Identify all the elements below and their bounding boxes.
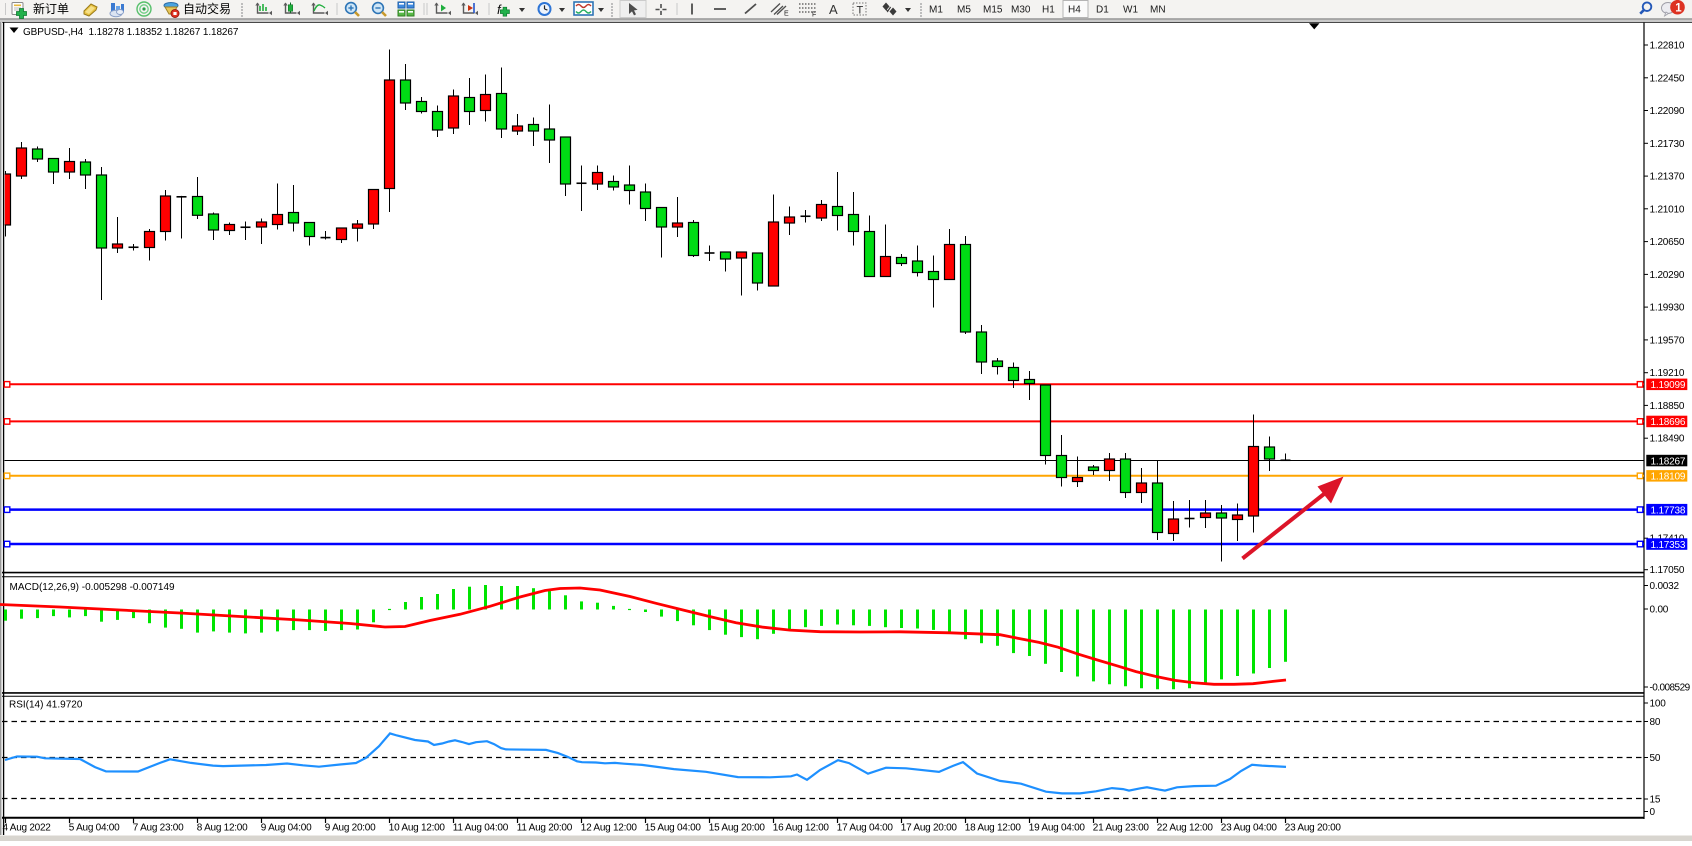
svg-text:GBPUSD-,H4 1.18278 1.18352 1.: GBPUSD-,H4 1.18278 1.18352 1.18267 1.182… (23, 27, 239, 38)
svg-text:1.20290: 1.20290 (1650, 270, 1685, 281)
svg-text:1.17353: 1.17353 (1651, 540, 1686, 551)
svg-text:H1: H1 (1042, 5, 1055, 16)
svg-text:12 Aug 12:00: 12 Aug 12:00 (581, 823, 638, 834)
svg-text:0.0032: 0.0032 (1650, 581, 1680, 592)
svg-text:1.19570: 1.19570 (1650, 335, 1685, 346)
svg-text:1: 1 (1675, 3, 1682, 15)
svg-text:1.18850: 1.18850 (1650, 401, 1685, 412)
svg-text:M5: M5 (957, 5, 971, 16)
svg-text:1.18109: 1.18109 (1651, 472, 1686, 483)
svg-text:15: 15 (1650, 795, 1661, 806)
svg-text:M15: M15 (983, 5, 1003, 16)
svg-text:1.20650: 1.20650 (1650, 237, 1685, 248)
svg-text:0.00: 0.00 (1650, 605, 1669, 616)
svg-text:80: 80 (1650, 717, 1661, 728)
svg-text:22 Aug 12:00: 22 Aug 12:00 (1157, 823, 1214, 834)
svg-text:1.18490: 1.18490 (1650, 434, 1685, 445)
svg-text:H4: H4 (1068, 5, 1081, 16)
svg-text:1.21730: 1.21730 (1650, 139, 1685, 150)
svg-text:7 Aug 23:00: 7 Aug 23:00 (133, 823, 184, 834)
svg-text:1.22810: 1.22810 (1650, 41, 1685, 52)
svg-text:50: 50 (1650, 753, 1661, 764)
svg-text:10 Aug 12:00: 10 Aug 12:00 (389, 823, 446, 834)
svg-text:自动交易: 自动交易 (183, 1, 231, 16)
svg-text:1.18267: 1.18267 (1651, 456, 1686, 467)
svg-text:f: f (497, 2, 502, 17)
svg-text:1.18696: 1.18696 (1651, 417, 1686, 428)
svg-text:23 Aug 04:00: 23 Aug 04:00 (1221, 823, 1278, 834)
svg-text:RSI(14) 41.9720: RSI(14) 41.9720 (9, 700, 83, 711)
svg-text:11 Aug 04:00: 11 Aug 04:00 (453, 823, 509, 834)
svg-text:15 Aug 04:00: 15 Aug 04:00 (645, 823, 702, 834)
svg-text:MN: MN (1150, 5, 1166, 16)
svg-text:18 Aug 12:00: 18 Aug 12:00 (965, 823, 1022, 834)
svg-text:1.21370: 1.21370 (1650, 172, 1685, 183)
svg-text:8 Aug 12:00: 8 Aug 12:00 (197, 823, 248, 834)
svg-text:17 Aug 04:00: 17 Aug 04:00 (837, 823, 894, 834)
svg-text:23 Aug 20:00: 23 Aug 20:00 (1285, 823, 1342, 834)
svg-text:9 Aug 04:00: 9 Aug 04:00 (261, 823, 312, 834)
svg-text:19 Aug 04:00: 19 Aug 04:00 (1029, 823, 1086, 834)
svg-text:T: T (857, 5, 864, 17)
svg-text:-0.008529: -0.008529 (1650, 683, 1691, 694)
svg-text:15 Aug 20:00: 15 Aug 20:00 (709, 823, 766, 834)
svg-text:9 Aug 20:00: 9 Aug 20:00 (325, 823, 376, 834)
svg-text:1.22450: 1.22450 (1650, 73, 1685, 84)
svg-text:5 Aug 04:00: 5 Aug 04:00 (69, 823, 120, 834)
svg-text:MACD(12,26,9) -0.005298 -0.007: MACD(12,26,9) -0.005298 -0.007149 (10, 582, 176, 593)
svg-text:1.19930: 1.19930 (1650, 303, 1685, 314)
svg-text:1.17738: 1.17738 (1651, 505, 1686, 516)
svg-text:W1: W1 (1123, 5, 1138, 16)
svg-text:D1: D1 (1096, 5, 1109, 16)
svg-text:11 Aug 20:00: 11 Aug 20:00 (517, 823, 573, 834)
svg-text:1.22090: 1.22090 (1650, 106, 1685, 117)
svg-text:A: A (829, 2, 838, 17)
svg-text:100: 100 (1650, 699, 1667, 710)
svg-text:16 Aug 12:00: 16 Aug 12:00 (773, 823, 830, 834)
svg-text:1.19099: 1.19099 (1651, 380, 1686, 391)
svg-text:21 Aug 23:00: 21 Aug 23:00 (1093, 823, 1150, 834)
svg-text:17 Aug 20:00: 17 Aug 20:00 (901, 823, 958, 834)
svg-text:M30: M30 (1011, 5, 1031, 16)
svg-text:E: E (784, 11, 789, 18)
svg-text:1.19210: 1.19210 (1650, 368, 1685, 379)
svg-text:0: 0 (1650, 807, 1656, 818)
svg-text:F: F (812, 12, 816, 19)
svg-text:1.17050: 1.17050 (1650, 565, 1685, 576)
svg-text:4 Aug 2022: 4 Aug 2022 (3, 823, 52, 834)
svg-text:新订单: 新订单 (33, 1, 69, 16)
svg-text:1.21010: 1.21010 (1650, 204, 1685, 215)
svg-text:M1: M1 (929, 5, 943, 16)
